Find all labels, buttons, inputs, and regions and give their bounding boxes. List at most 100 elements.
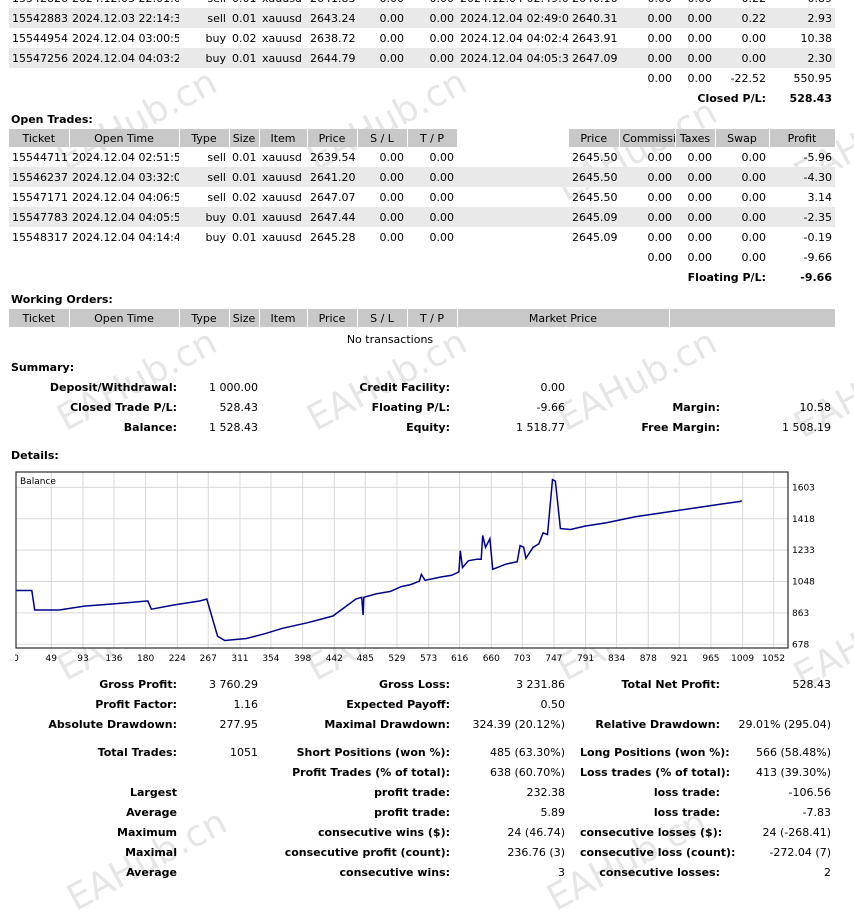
open-trades-market-price-cell: 2645.50 [569,167,619,187]
maximal-loss-value: -272.04 (7) [769,846,831,859]
closed-trades-item-cell: xauusd [259,48,307,68]
open-trades-taxes-cell: 0.00 [675,167,715,187]
closed-trades-taxes-cell: 0.00 [675,0,715,8]
closed-trades-type-cell: sell [179,8,229,28]
open-trades-commission-cell: 0.00 [647,190,673,204]
closed-trades-open-time-cell: 2024.12.03 22:14:32 [69,8,179,28]
open-trades-sl-cell: 0.00 [379,230,405,244]
closed-trades-item-cell: xauusd [259,0,307,8]
equity-value: 1 518.77 [516,421,565,434]
open-trades-row: 15547171 2024.12.04 04:06:59 sell 0.02 xauus… [9,187,835,207]
closed-trades-size-cell: 0.01 [229,8,259,28]
avg-losses-label: consecutive losses: [599,866,720,879]
open-trades-type-cell: sell [207,150,226,164]
chart-legend-label: Balance [20,477,56,487]
max-dd-label: Maximal Drawdown: [324,718,450,731]
summary-floating-pl-label: Floating P/L: [371,401,450,414]
closed-trades-tp-cell: 0.00 [407,8,457,28]
closed-trades-type-cell: sell [179,0,229,8]
x-tick-label: 311 [231,654,248,664]
watermark: EAHub.cn [60,801,234,920]
open-trades-ticket-cell: 15547783 [9,207,69,227]
open-trades-row: 15548317 2024.12.04 04:14:44 buy 0.01 xauusd… [9,227,835,247]
gross-profit-value: 3 760.29 [209,678,258,691]
balance-label: Balance: [123,421,177,434]
maximal-profit-value: 236.76 (3) [507,846,565,859]
open-trades-profit-cell: -4.30 [769,167,835,187]
open-trades-type-cell: sell [207,190,226,204]
closed-trades-sl-cell: 0.00 [357,0,407,8]
open-trades-tp-cell: 0.00 [429,150,455,164]
closed-trades-sl-cell: 0.00 [357,8,407,28]
open-trades-price-cell: 2647.44 [307,207,357,227]
loss-trades-label: Loss trades (% of total): [580,766,731,779]
closed-trades-type-cell: buy [179,48,229,68]
open-trades-tp-cell: 0.00 [407,167,457,187]
open-trades-size-cell: 0.01 [229,207,259,227]
x-tick-label: 354 [262,654,279,664]
floating-pl-label: Floating P/L: [687,270,766,284]
closed-trades-swap-cell: 0.22 [715,8,769,28]
avg-losses-value: 2 [824,866,831,879]
open-trades-size-cell: 0.01 [232,150,257,164]
open-trades-item-cell: xauusd [262,230,302,244]
x-tick-label: 1009 [731,654,754,664]
col-open-time: Open Time [69,129,180,147]
closed-trades-price-cell: 2644.79 [307,48,357,68]
col-market-price: Market Price [457,309,670,327]
deposit-label: Deposit/Withdrawal: [49,381,177,394]
closed-trades-commission-cell: 0.00 [619,8,675,28]
open-trades-row: 15544711 2024.12.04 02:51:57 sell 0.01 xauus… [9,147,835,167]
closed-trades-row: 15547256 2024.12.04 04:03:27 buy 0.01 xauusd… [9,48,835,68]
closed-trades-size-cell: 0.01 [229,0,259,8]
x-tick-label: 398 [294,654,311,664]
open-trades-open-time-cell: 2024.12.04 03:32:09 [69,167,179,187]
margin-label: Margin: [672,401,720,414]
col-price: Price [307,309,358,327]
open-trades-market-price-cell: 2645.09 [569,207,619,227]
expected-payoff-value: 0.50 [540,698,566,711]
closed-trades-sl-cell: 0.00 [357,48,407,68]
open-trades-taxes-cell: 0.00 [687,230,713,244]
maximal-profit-label: consecutive profit (count): [284,846,450,859]
y-tick-label: 863 [792,609,809,619]
closed-trades-profit-cell: 0.89 [769,0,835,8]
closed-total-taxes: 0.00 [687,71,713,85]
closed-trades-ticket-cell: 15542883 [9,8,69,28]
x-tick-label: 49 [46,654,58,664]
spacer-cell [457,187,569,207]
closed-trades-size-cell: 0.01 [229,48,259,68]
open-trades-header: Ticket Open Time Type Size Item Price S … [9,129,836,147]
x-tick-label: 660 [483,654,500,664]
open-trades-profit-cell: -2.35 [769,207,835,227]
closed-trades-close-time-cell: 2024.12.04 04:05:37 [457,48,569,68]
open-trades-market-price-cell: 2645.50 [572,190,618,204]
open-trades-size-cell: 0.01 [232,230,257,244]
closed-total-swap: -22.52 [730,71,766,85]
largest-profit-label: profit trade: [374,786,450,799]
free-margin-value: 1 508.19 [782,421,831,434]
maximum-label: Maximum [117,826,177,839]
x-tick-label: 224 [169,654,186,664]
maximal-loss-label: consecutive loss (count): [580,846,736,859]
profit-factor-value: 1.16 [233,698,259,711]
short-label: Short Positions (won %): [296,746,450,759]
open-trades-taxes-cell: 0.00 [675,207,715,227]
open-trades-profit-cell: -0.19 [803,230,832,244]
long-label: Long Positions (won %): [580,746,730,759]
col-blank [457,129,569,147]
x-tick-label: 267 [200,654,217,664]
closed-pl-label: Closed P/L: [697,91,766,105]
closed-trades-size-cell: 0.02 [232,31,257,45]
open-trades-swap-cell: 0.00 [715,167,769,187]
col-tp: T / P [407,309,458,327]
open-trades-item-cell: xauusd [259,167,307,187]
open-trades-profit-cell: 3.14 [807,190,833,204]
total-net-profit-label: Total Net Profit: [621,678,721,691]
balance-value: 1 528.43 [209,421,258,434]
col-profit: Profit [769,129,836,147]
summary-floating-pl-value: -9.66 [536,401,565,414]
y-tick-label: 1603 [792,483,815,493]
spacer-cell [457,207,569,227]
open-trades-sl-cell: 0.00 [379,150,405,164]
